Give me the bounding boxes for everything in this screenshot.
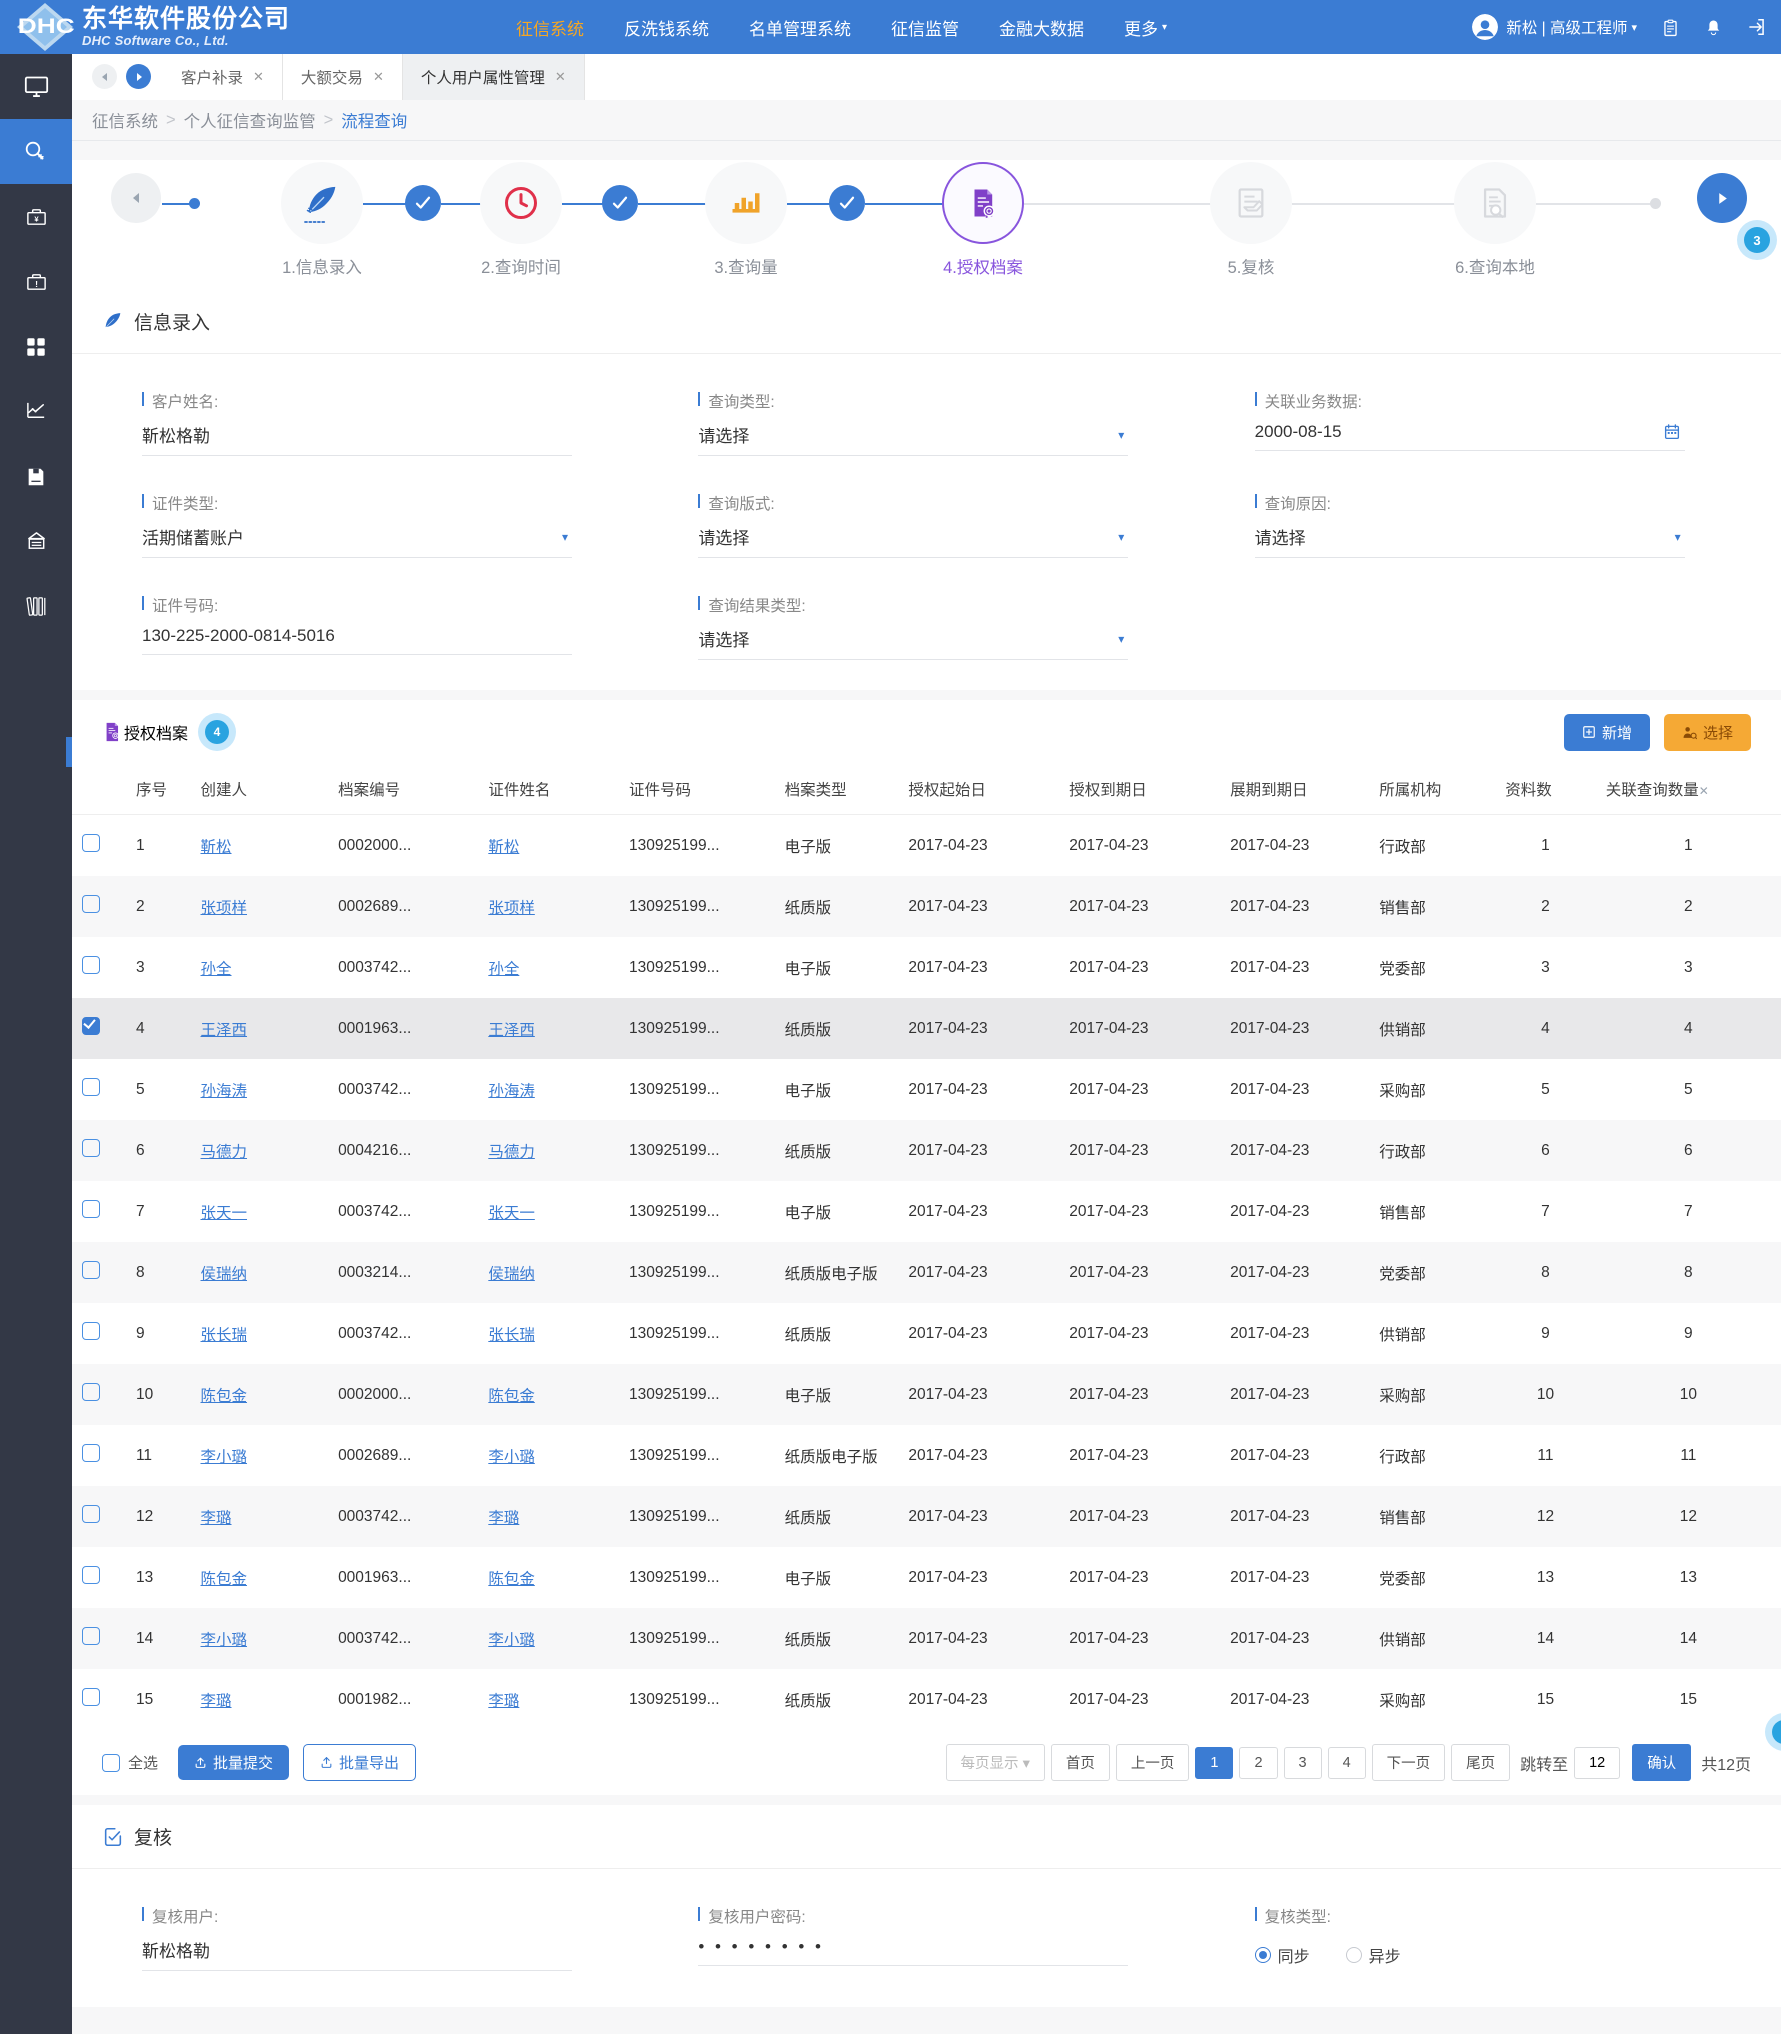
svg-text:!: ! xyxy=(35,279,38,289)
svg-text:¥: ¥ xyxy=(34,214,39,223)
svg-text:DHC: DHC xyxy=(18,14,75,38)
